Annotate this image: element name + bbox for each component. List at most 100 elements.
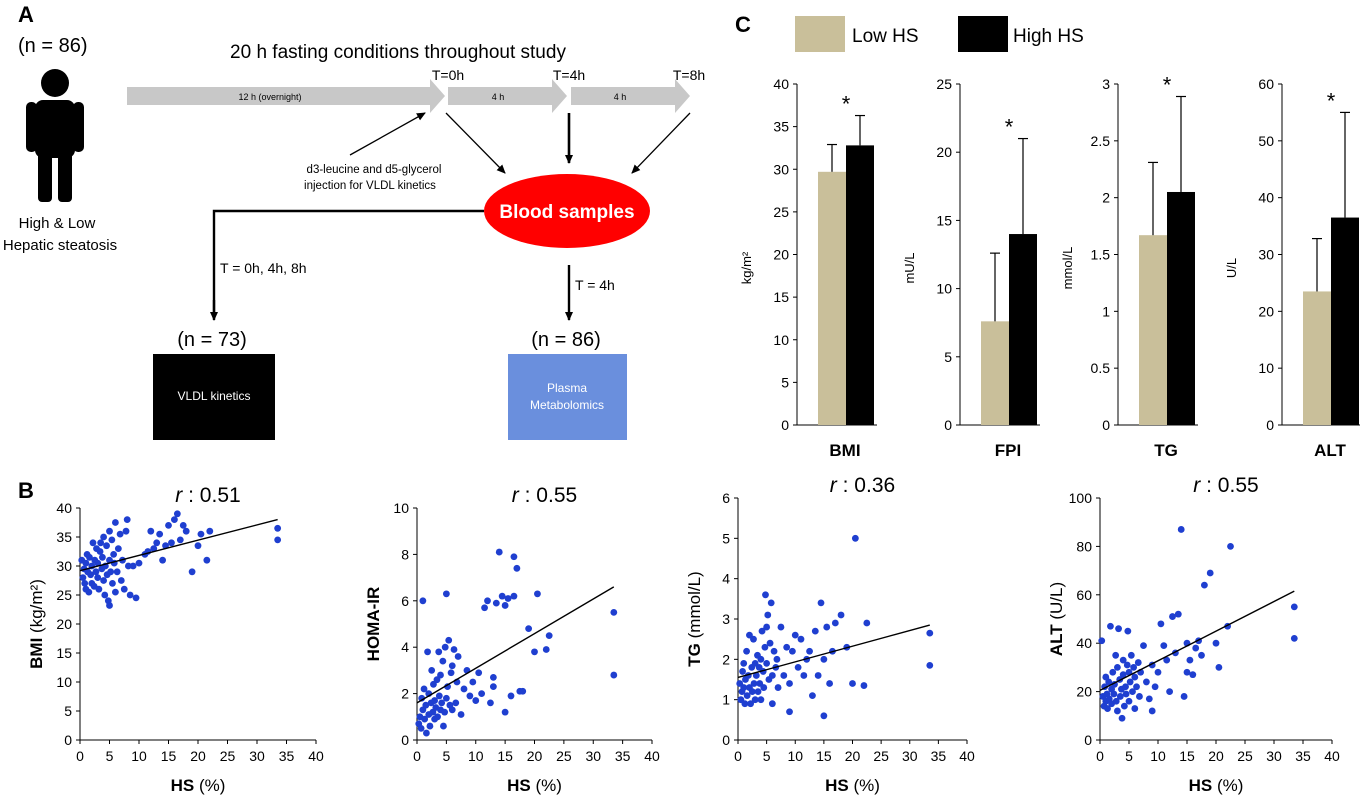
panel-a-label: A bbox=[18, 2, 34, 27]
y-tick-label: 50 bbox=[1258, 133, 1274, 149]
data-point bbox=[542, 646, 550, 653]
x-tick-label: 10 bbox=[468, 748, 484, 764]
data-point bbox=[752, 672, 760, 679]
data-point bbox=[182, 527, 190, 535]
bar-low-hs bbox=[981, 321, 1009, 425]
y-tick-label: 6 bbox=[401, 593, 409, 609]
y-tick-label: 40 bbox=[1076, 635, 1092, 651]
data-point bbox=[926, 629, 934, 637]
data-point bbox=[791, 631, 799, 639]
data-point bbox=[770, 647, 778, 655]
t8-sample-arrow bbox=[631, 112, 691, 174]
x-tick-label: 35 bbox=[279, 748, 295, 764]
data-point bbox=[441, 643, 449, 651]
y-tick-label: 0 bbox=[1266, 417, 1274, 433]
data-point bbox=[492, 599, 500, 607]
data-point bbox=[1112, 697, 1120, 705]
data-point bbox=[419, 597, 427, 605]
data-point bbox=[786, 708, 793, 716]
data-point bbox=[780, 672, 788, 679]
data-point bbox=[1201, 581, 1208, 589]
person-icon bbox=[26, 69, 84, 202]
data-point bbox=[763, 623, 771, 631]
data-point bbox=[495, 548, 503, 556]
data-point bbox=[101, 591, 109, 599]
data-point bbox=[478, 690, 486, 697]
data-point bbox=[450, 646, 458, 653]
t0-label: T=0h bbox=[432, 67, 464, 83]
data-point bbox=[534, 590, 541, 598]
y-tick-label: 6 bbox=[722, 490, 730, 506]
data-point bbox=[418, 694, 426, 702]
data-point bbox=[454, 653, 462, 660]
y-tick-label: 0 bbox=[722, 732, 730, 748]
data-point bbox=[1123, 661, 1131, 669]
bar-chart-bmi: 0 5 10 15 20 25 30 35 40 * BMI kg/m² bbox=[739, 76, 877, 460]
data-point bbox=[783, 643, 791, 651]
data-point bbox=[926, 661, 934, 669]
data-point bbox=[863, 619, 871, 627]
y-axis-title: HOMA-IR bbox=[364, 587, 383, 662]
times-left-label: T = 0h, 4h, 8h bbox=[220, 260, 307, 276]
data-point bbox=[103, 542, 110, 550]
data-point bbox=[1129, 688, 1136, 695]
data-point bbox=[760, 684, 768, 691]
data-point bbox=[439, 657, 447, 665]
data-point bbox=[747, 700, 754, 708]
data-point bbox=[1192, 644, 1200, 652]
charts-layer: 0510152025303540*BMIkg/m²0510152025*FPIm… bbox=[27, 73, 1360, 795]
panel-c-label: C bbox=[735, 12, 751, 37]
data-point bbox=[519, 687, 527, 695]
data-point bbox=[106, 527, 113, 535]
y-tick-label: 4 bbox=[401, 639, 409, 655]
data-point bbox=[113, 568, 121, 576]
bar-high-hs bbox=[1009, 234, 1037, 425]
x-tick-label: 35 bbox=[931, 748, 947, 764]
data-point bbox=[610, 671, 618, 679]
t0-sample-arrow bbox=[445, 112, 506, 174]
y-tick-label: 4 bbox=[722, 571, 730, 587]
x-axis-title: HS (%) bbox=[1189, 776, 1244, 795]
data-point bbox=[837, 611, 845, 619]
data-point bbox=[430, 680, 437, 688]
data-point bbox=[79, 574, 87, 581]
data-point bbox=[1227, 543, 1234, 550]
data-point bbox=[763, 659, 771, 667]
data-point bbox=[438, 699, 446, 707]
arrow-overnight bbox=[127, 79, 445, 113]
data-point bbox=[92, 568, 100, 576]
data-point bbox=[1140, 642, 1147, 650]
data-point bbox=[171, 516, 178, 523]
data-point bbox=[274, 536, 282, 544]
data-point bbox=[126, 591, 134, 599]
x-tick-label: 25 bbox=[556, 748, 572, 764]
data-point bbox=[786, 680, 793, 687]
injection-line2: injection for VLDL kinetics bbox=[304, 180, 436, 192]
data-point bbox=[1290, 603, 1298, 611]
data-point bbox=[100, 577, 107, 584]
data-point bbox=[1198, 651, 1205, 659]
fit-line bbox=[79, 518, 278, 572]
data-point bbox=[442, 590, 450, 598]
legend-high-label: High HS bbox=[1013, 26, 1084, 47]
x-tick-label: 0 bbox=[413, 748, 421, 764]
n-total-label: (n = 86) bbox=[18, 35, 87, 57]
data-point bbox=[800, 672, 808, 679]
data-point bbox=[809, 692, 816, 700]
data-point bbox=[740, 684, 748, 691]
y-tick-label: 15 bbox=[936, 212, 952, 228]
data-point bbox=[766, 639, 774, 647]
y-tick-label: 30 bbox=[1258, 247, 1274, 263]
data-point bbox=[487, 699, 494, 707]
data-point bbox=[112, 588, 119, 596]
fit-line bbox=[416, 586, 615, 704]
y-tick-label: 2 bbox=[722, 651, 730, 667]
data-point bbox=[1119, 656, 1127, 664]
y-tick-label: 25 bbox=[773, 204, 789, 220]
data-point bbox=[1169, 613, 1176, 620]
data-point bbox=[1166, 688, 1173, 695]
data-point bbox=[743, 647, 750, 655]
data-point bbox=[1189, 671, 1197, 679]
data-point bbox=[434, 713, 441, 721]
data-point bbox=[1115, 625, 1122, 633]
